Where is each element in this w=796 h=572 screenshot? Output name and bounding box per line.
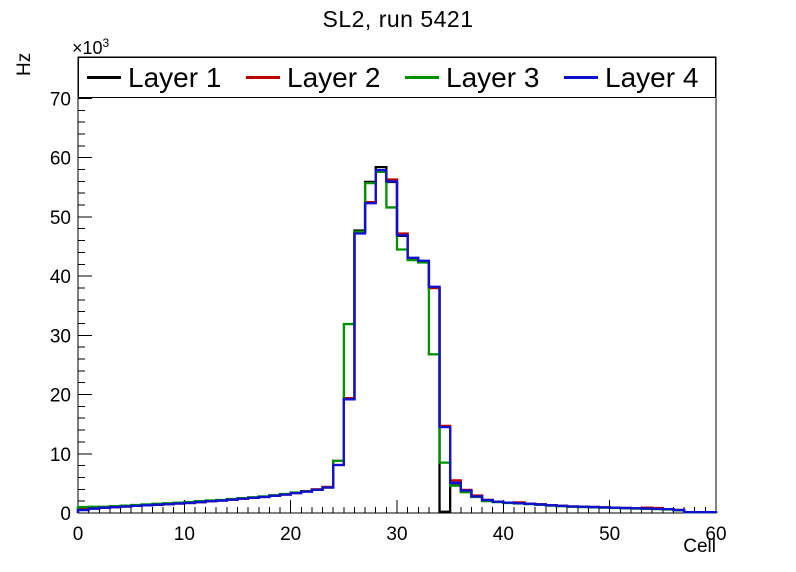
svg-text:0: 0 <box>60 504 71 525</box>
plot-frame <box>77 56 717 514</box>
legend-label: Layer 1 <box>128 61 222 93</box>
legend-box: Layer 1 Layer 2 Layer 3 Layer 4 <box>78 57 716 98</box>
legend-label: Layer 4 <box>605 61 699 93</box>
svg-text:30: 30 <box>50 326 71 347</box>
svg-text:60: 60 <box>705 524 726 545</box>
y-axis-exponent: 3 <box>102 36 110 50</box>
legend-entry-layer-3: Layer 3 <box>397 61 556 93</box>
svg-text:70: 70 <box>50 89 71 110</box>
legend-line-sample <box>564 76 598 79</box>
legend-line-sample <box>405 76 439 79</box>
svg-text:40: 40 <box>50 267 71 288</box>
svg-text:50: 50 <box>599 524 620 545</box>
legend-entry-layer-2: Layer 2 <box>238 61 397 93</box>
svg-text:20: 20 <box>50 386 71 407</box>
x-axis-title: Cell <box>683 536 716 557</box>
y-axis-multiplier: ×10 <box>72 38 103 58</box>
svg-text:60: 60 <box>50 149 71 170</box>
legend-line-sample <box>87 76 121 79</box>
legend-line-sample <box>246 76 280 79</box>
legend-entry-layer-4: Layer 4 <box>556 61 715 93</box>
svg-text:0: 0 <box>73 524 84 545</box>
series-layer-4 <box>76 168 718 514</box>
y-axis-power-label: ×103 <box>72 36 109 59</box>
legend-label: Layer 3 <box>446 61 540 93</box>
svg-text:30: 30 <box>386 524 407 545</box>
plot-title: SL2, run 5421 <box>322 6 474 32</box>
svg-text:40: 40 <box>493 524 514 545</box>
legend-label: Layer 2 <box>287 61 381 93</box>
legend-entry-layer-1: Layer 1 <box>79 61 238 93</box>
x-axis-tick-labels: 0 10 20 30 40 50 60 <box>73 524 727 545</box>
y-axis-tick-labels: 0 10 20 30 40 50 60 70 <box>50 89 71 525</box>
svg-text:50: 50 <box>50 208 71 229</box>
svg-text:20: 20 <box>280 524 301 545</box>
y-axis-ticks <box>78 62 92 514</box>
svg-text:10: 10 <box>50 445 71 466</box>
svg-text:10: 10 <box>174 524 195 545</box>
